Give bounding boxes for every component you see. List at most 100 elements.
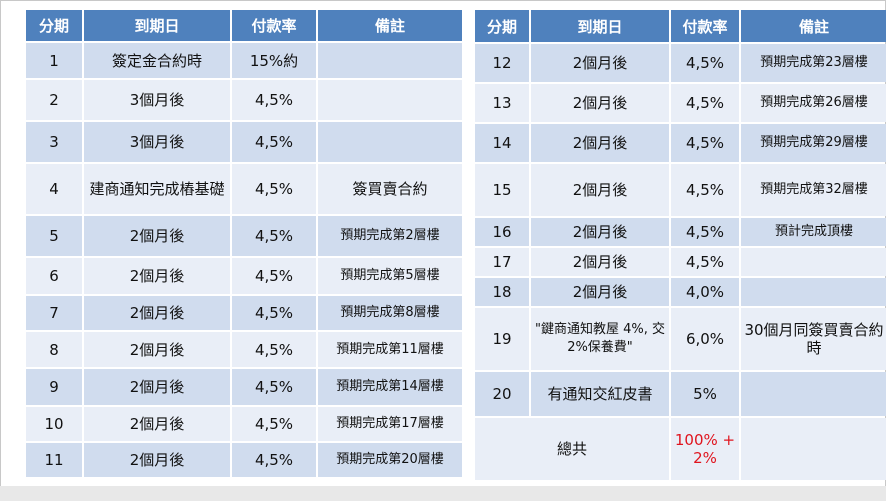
- header-due-date: 到期日: [531, 10, 669, 42]
- period-cell: 18: [475, 278, 529, 306]
- total-note-cell: [741, 418, 886, 480]
- rate-cell: 15%約: [232, 43, 316, 78]
- period-cell: 3: [26, 122, 82, 162]
- rate-cell: 4,5%: [671, 164, 739, 216]
- table-row: 10 2個月後 4,5% 預期完成第17層樓: [26, 407, 462, 441]
- table-row: 1 簽定金合約時 15%約: [26, 43, 462, 78]
- due-cell: 2個月後: [84, 332, 230, 367]
- rate-cell: 4,5%: [232, 216, 316, 256]
- table-row: 11 2個月後 4,5% 預期完成第20層樓: [26, 443, 462, 477]
- note-cell: 預期完成第32層樓: [741, 164, 886, 216]
- due-cell: 簽定金合約時: [84, 43, 230, 78]
- period-cell: 8: [26, 332, 82, 367]
- due-cell: 2個月後: [84, 296, 230, 330]
- note-cell: 簽買賣合約: [318, 164, 462, 214]
- due-cell: 2個月後: [531, 218, 669, 246]
- period-cell: 20: [475, 372, 529, 416]
- due-cell: 2個月後: [84, 369, 230, 405]
- rate-cell: 4,5%: [232, 80, 316, 120]
- header-due-date: 到期日: [84, 10, 230, 41]
- due-cell: "鍵商通知教屋 4%, 交2%保養費": [531, 308, 669, 370]
- note-cell: [318, 80, 462, 120]
- period-cell: 11: [26, 443, 82, 477]
- table-row: 9 2個月後 4,5% 預期完成第14層樓: [26, 369, 462, 405]
- table-header-row: 分期 到期日 付款率 備註: [475, 10, 886, 42]
- due-cell: 2個月後: [531, 278, 669, 306]
- rate-cell: 4,5%: [232, 164, 316, 214]
- total-value: 100% + 2%: [671, 418, 739, 480]
- rate-cell: 4,5%: [232, 332, 316, 367]
- header-payment-rate: 付款率: [671, 10, 739, 42]
- payment-schedule-table-right: 分期 到期日 付款率 備註 12 2個月後 4,5% 預期完成第23層樓 13 …: [473, 8, 886, 482]
- total-row: 總共 100% + 2%: [475, 418, 886, 480]
- rate-cell: 6,0%: [671, 308, 739, 370]
- due-cell: 2個月後: [531, 164, 669, 216]
- period-cell: 12: [475, 44, 529, 82]
- due-cell: 2個月後: [531, 44, 669, 82]
- due-cell: 有通知交紅皮書: [531, 372, 669, 416]
- period-cell: 17: [475, 248, 529, 276]
- due-cell: 2個月後: [531, 124, 669, 162]
- bottom-bar: [0, 486, 886, 501]
- header-note: 備註: [318, 10, 462, 41]
- note-cell: [741, 372, 886, 416]
- note-cell: [741, 248, 886, 276]
- table-row: 5 2個月後 4,5% 預期完成第2層樓: [26, 216, 462, 256]
- table-row: 16 2個月後 4,5% 預計完成頂樓: [475, 218, 886, 246]
- period-cell: 9: [26, 369, 82, 405]
- note-cell: 預期完成第14層樓: [318, 369, 462, 405]
- period-cell: 13: [475, 84, 529, 122]
- note-cell: [741, 278, 886, 306]
- note-cell: 預期完成第23層樓: [741, 44, 886, 82]
- rate-cell: 4,5%: [671, 84, 739, 122]
- rate-cell: 4,5%: [232, 407, 316, 441]
- due-cell: 3個月後: [84, 80, 230, 120]
- table-row: 4 建商通知完成樁基礎 4,5% 簽買賣合約: [26, 164, 462, 214]
- period-cell: 14: [475, 124, 529, 162]
- table-row: 14 2個月後 4,5% 預期完成第29層樓: [475, 124, 886, 162]
- due-cell: 建商通知完成樁基礎: [84, 164, 230, 214]
- rate-cell: 4,5%: [232, 369, 316, 405]
- note-cell: 預期完成第8層樓: [318, 296, 462, 330]
- note-cell: 預期完成第29層樓: [741, 124, 886, 162]
- due-cell: 2個月後: [84, 407, 230, 441]
- table-row: 6 2個月後 4,5% 預期完成第5層樓: [26, 258, 462, 294]
- rate-cell: 4,0%: [671, 278, 739, 306]
- rate-cell: 4,5%: [671, 218, 739, 246]
- period-cell: 15: [475, 164, 529, 216]
- note-cell: 預期完成第11層樓: [318, 332, 462, 367]
- table-row: 13 2個月後 4,5% 預期完成第26層樓: [475, 84, 886, 122]
- period-cell: 2: [26, 80, 82, 120]
- table-row: 3 3個月後 4,5%: [26, 122, 462, 162]
- period-cell: 6: [26, 258, 82, 294]
- due-cell: 3個月後: [84, 122, 230, 162]
- header-period: 分期: [475, 10, 529, 42]
- note-cell: 預期完成第26層樓: [741, 84, 886, 122]
- rate-cell: 4,5%: [671, 248, 739, 276]
- table-row: 2 3個月後 4,5%: [26, 80, 462, 120]
- note-cell: [318, 43, 462, 78]
- table-row: 7 2個月後 4,5% 預期完成第8層樓: [26, 296, 462, 330]
- total-label: 總共: [475, 418, 669, 480]
- due-cell: 2個月後: [84, 443, 230, 477]
- period-cell: 7: [26, 296, 82, 330]
- note-cell: 預計完成頂樓: [741, 218, 886, 246]
- rate-cell: 5%: [671, 372, 739, 416]
- due-cell: 2個月後: [84, 258, 230, 294]
- period-cell: 5: [26, 216, 82, 256]
- table-row: 19 "鍵商通知教屋 4%, 交2%保養費" 6,0% 30個月同簽買賣合約時: [475, 308, 886, 370]
- header-note: 備註: [741, 10, 886, 42]
- table-row: 15 2個月後 4,5% 預期完成第32層樓: [475, 164, 886, 216]
- rate-cell: 4,5%: [671, 44, 739, 82]
- note-cell: 預期完成第5層樓: [318, 258, 462, 294]
- due-cell: 2個月後: [531, 248, 669, 276]
- table-row: 20 有通知交紅皮書 5%: [475, 372, 886, 416]
- period-cell: 19: [475, 308, 529, 370]
- table-row: 18 2個月後 4,0%: [475, 278, 886, 306]
- rate-cell: 4,5%: [232, 443, 316, 477]
- header-payment-rate: 付款率: [232, 10, 316, 41]
- rate-cell: 4,5%: [671, 124, 739, 162]
- period-cell: 16: [475, 218, 529, 246]
- note-cell: [318, 122, 462, 162]
- payment-schedule-table-left: 分期 到期日 付款率 備註 1 簽定金合約時 15%約 2 3個月後 4,5% …: [24, 8, 464, 479]
